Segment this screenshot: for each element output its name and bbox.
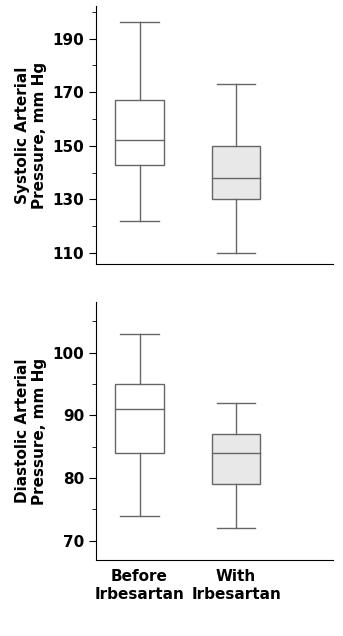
Bar — [212, 434, 260, 485]
Bar — [115, 384, 164, 453]
Bar — [115, 100, 164, 165]
Bar — [212, 146, 260, 199]
Y-axis label: Systolic Arterial
Pressure, mm Hg: Systolic Arterial Pressure, mm Hg — [14, 62, 47, 209]
Y-axis label: Diastolic Arterial
Pressure, mm Hg: Diastolic Arterial Pressure, mm Hg — [14, 357, 47, 504]
